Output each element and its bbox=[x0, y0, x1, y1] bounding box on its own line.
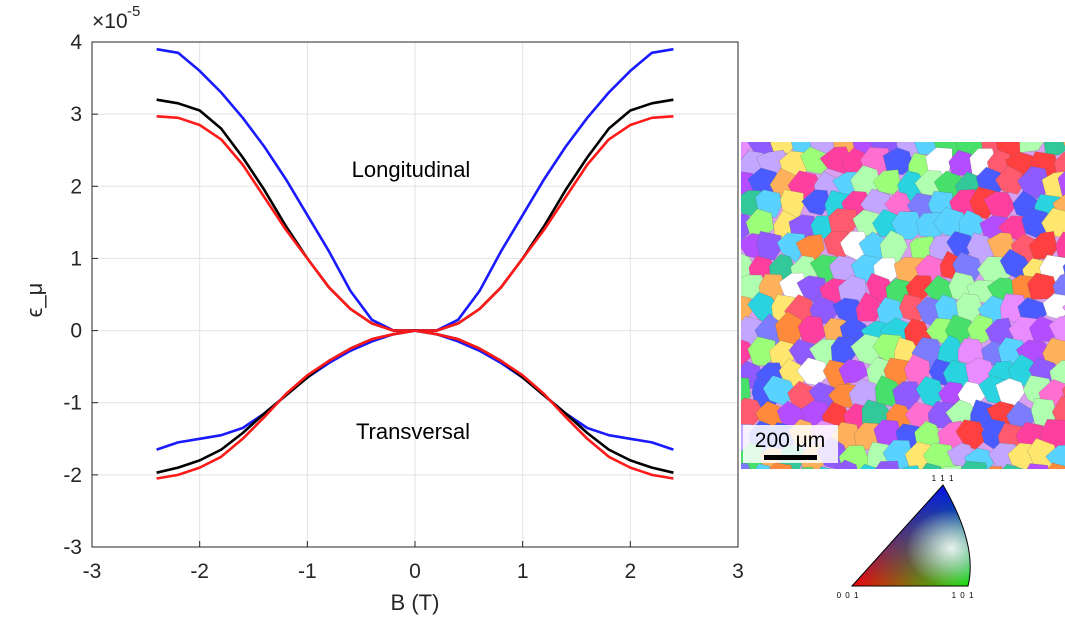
annotation-transversal: Transversal bbox=[356, 419, 470, 444]
grain bbox=[995, 165, 1025, 195]
tick-marks bbox=[91, 41, 739, 548]
y-tick-label: 4 bbox=[70, 31, 82, 54]
ipf-label-111: 1 1 1 bbox=[932, 474, 955, 483]
x-tick-label: 1 bbox=[517, 560, 529, 583]
grain bbox=[838, 358, 869, 384]
x-tick-label: 0 bbox=[409, 560, 421, 583]
grain bbox=[1019, 142, 1044, 153]
y-exponent-base: ×10 bbox=[92, 10, 128, 33]
grain bbox=[1062, 304, 1065, 311]
grain bbox=[1057, 170, 1065, 198]
y-tick-label: 0 bbox=[70, 320, 82, 343]
grain bbox=[1055, 231, 1065, 258]
grain bbox=[891, 211, 924, 240]
grain bbox=[741, 462, 751, 469]
x-axis-label: B (T) bbox=[391, 590, 440, 615]
grain bbox=[1047, 462, 1065, 469]
grain-orientation-map: 200 μm bbox=[741, 142, 1065, 469]
y-axis-label: ϵ_μ bbox=[22, 283, 47, 318]
tick-labels: -3 -2 -1 0 1 2 3 -3 -2 -1 0 1 2 3 4 bbox=[63, 31, 744, 583]
grain bbox=[1041, 207, 1065, 238]
grain bbox=[800, 467, 814, 469]
series-lines bbox=[156, 47, 674, 480]
grain bbox=[942, 465, 963, 469]
svg-text:ϵ_μ: ϵ_μ bbox=[22, 283, 47, 318]
grain bbox=[1051, 395, 1065, 426]
scale-bar: 200 μm bbox=[743, 425, 838, 463]
series-line-transversal-5 bbox=[156, 329, 674, 480]
y-tick-label: 2 bbox=[70, 175, 82, 198]
grain bbox=[922, 442, 958, 469]
chart: -3 -2 -1 0 1 2 3 -3 -2 -1 0 1 2 3 4 ×10 -5 B (T) ϵ_μ L… bbox=[22, 3, 744, 615]
grain bbox=[801, 189, 830, 216]
grain bbox=[756, 230, 782, 261]
grain bbox=[1048, 315, 1065, 345]
x-tick-label: 3 bbox=[732, 560, 744, 583]
x-tick-label: 2 bbox=[624, 560, 636, 583]
y-tick-label: -1 bbox=[63, 392, 82, 415]
grain bbox=[960, 460, 988, 469]
grain bbox=[1053, 151, 1065, 178]
annotation-longitudinal: Longitudinal bbox=[352, 157, 471, 182]
y-tick-label: 1 bbox=[70, 247, 82, 270]
grain bbox=[797, 315, 826, 344]
grain bbox=[755, 463, 772, 469]
grain-mosaic bbox=[741, 142, 1065, 469]
y-exponent-power: -5 bbox=[127, 3, 140, 20]
y-tick-label: 3 bbox=[70, 103, 82, 126]
grain bbox=[1045, 445, 1065, 469]
grain bbox=[1002, 463, 1024, 469]
scale-bar-line bbox=[764, 455, 817, 460]
grain bbox=[834, 459, 858, 469]
grain bbox=[875, 460, 899, 469]
grain bbox=[1026, 463, 1049, 469]
grain bbox=[987, 466, 1003, 469]
grain bbox=[966, 314, 996, 345]
ipf-color-key: 1 1 1 0 0 1 1 0 1 bbox=[837, 474, 975, 600]
grain bbox=[922, 462, 942, 469]
y-tick-label: -2 bbox=[63, 464, 82, 487]
ipf-label-101: 1 0 1 bbox=[952, 591, 975, 600]
ipf-label-001: 0 0 1 bbox=[837, 591, 860, 600]
y-tick-label: -3 bbox=[63, 536, 82, 559]
x-tick-label: -3 bbox=[83, 560, 102, 583]
grain bbox=[901, 465, 920, 469]
grain bbox=[882, 147, 915, 176]
grain bbox=[873, 257, 901, 283]
grain bbox=[1061, 386, 1065, 400]
grain bbox=[768, 462, 792, 469]
grain bbox=[819, 466, 833, 469]
x-tick-label: -2 bbox=[190, 560, 209, 583]
x-tick-label: -1 bbox=[298, 560, 317, 583]
grain bbox=[1043, 142, 1065, 158]
scale-bar-label: 200 μm bbox=[755, 429, 825, 452]
grain bbox=[800, 146, 831, 175]
